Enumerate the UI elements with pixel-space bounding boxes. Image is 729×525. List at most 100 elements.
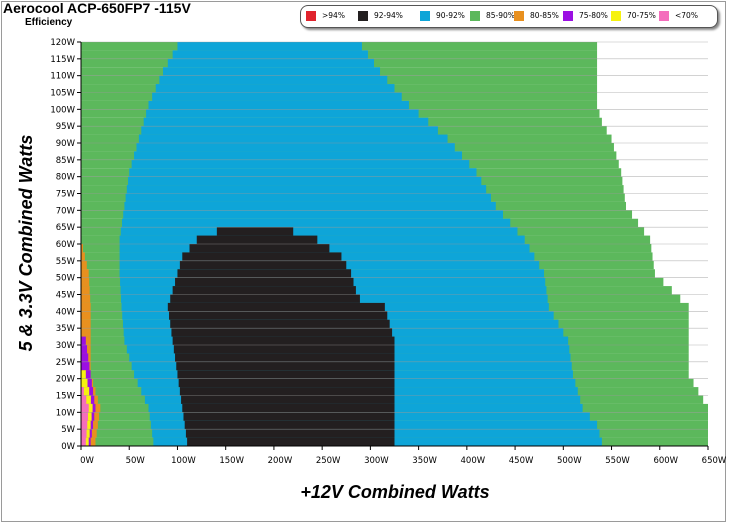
heatmap-cell <box>181 395 395 404</box>
heatmap-cell <box>170 319 390 329</box>
y-tick-label: 65W <box>56 223 76 233</box>
heatmap-cell <box>173 345 395 354</box>
heatmap-cell <box>185 429 395 438</box>
chart-title: Aerocool ACP-650FP7 -115V <box>3 0 191 16</box>
x-tick-label: 200W <box>268 456 293 466</box>
legend: >94% 92-94% 90-92% 85-90% 80-85% 75-80% 70-75%… <box>300 5 718 28</box>
y-axis-title: 5 & 3.3V Combined Watts <box>16 135 36 352</box>
heatmap-cell <box>176 361 395 371</box>
heatmap-cell <box>81 345 88 354</box>
heatmap-cell <box>81 286 90 295</box>
heatmap-cell <box>138 134 448 143</box>
x-tick-label: 0W <box>80 456 94 466</box>
legend-label: >94% <box>322 11 345 20</box>
legend-swatch <box>611 11 621 21</box>
x-tick-label: 300W <box>364 456 389 466</box>
heatmap-cell <box>81 311 91 320</box>
legend-label: 90-92% <box>436 11 465 20</box>
x-tick-label: 100W <box>171 456 196 466</box>
heatmap-cell <box>81 302 91 312</box>
heatmap-cell <box>179 387 395 396</box>
heatmap-cell <box>152 92 402 101</box>
heatmap-cell <box>182 403 395 413</box>
legend-swatch <box>420 11 430 21</box>
legend-label: <70% <box>675 11 698 20</box>
heatmap-cell <box>183 412 395 421</box>
heatmap-cell <box>81 412 88 421</box>
heatmap-cell <box>184 420 395 430</box>
heatmap-cell <box>167 58 375 68</box>
y-tick-label: 0W <box>61 442 75 452</box>
legend-label: 75-80% <box>579 11 608 20</box>
heatmap-cell <box>81 429 87 438</box>
y-tick-label: 15W <box>56 392 76 402</box>
y-tick-label: 40W <box>56 307 76 317</box>
y-tick-label: 10W <box>56 408 76 418</box>
heatmap-cell <box>177 42 362 51</box>
legend-label: 80-85% <box>530 11 559 20</box>
x-tick-label: 450W <box>509 456 534 466</box>
heatmap-cell <box>167 302 385 312</box>
heatmap-cell <box>136 143 455 152</box>
heatmap-cell <box>159 75 388 85</box>
legend-swatch <box>659 11 669 21</box>
heatmap-cell <box>81 420 88 430</box>
y-tick-label: 100W <box>50 105 75 115</box>
legend-swatch <box>306 11 316 21</box>
x-tick-label: 350W <box>412 456 437 466</box>
heatmap-cell <box>81 328 91 337</box>
y-tick-label: 105W <box>50 89 75 99</box>
x-axis-title: +12V Combined Watts <box>300 482 489 502</box>
heatmap-cell <box>216 227 294 236</box>
heatmap-cell <box>175 353 395 362</box>
x-tick-label: 50W <box>126 456 146 466</box>
heatmap-cell <box>81 378 88 388</box>
heatmap-cell <box>123 210 504 219</box>
heatmap-cell <box>81 403 89 413</box>
heatmap-cell <box>131 159 470 169</box>
heatmap-cell <box>170 294 360 303</box>
y-tick-label: 115W <box>50 55 75 65</box>
heatmap-cell <box>81 336 86 345</box>
y-tick-label: 70W <box>56 206 76 216</box>
heatmap-cell <box>162 67 381 76</box>
y-tick-label: 50W <box>56 274 76 284</box>
heatmap-cell <box>81 319 91 329</box>
heatmap-cell <box>81 361 90 371</box>
x-tick-label: 400W <box>461 456 486 466</box>
heatmap-cell <box>81 437 86 446</box>
legend-label: 92-94% <box>374 11 403 20</box>
x-tick-label: 250W <box>316 456 341 466</box>
y-tick-label: 25W <box>56 358 76 368</box>
heatmap-cell <box>179 260 347 270</box>
y-tick-label: 45W <box>56 291 76 301</box>
heatmap-cell <box>172 336 395 345</box>
heatmap-cell <box>172 286 356 295</box>
y-tick-label: 20W <box>56 375 76 385</box>
heatmap-cell <box>177 269 352 278</box>
heatmap-cell <box>134 151 463 160</box>
chart-subtitle: Efficiency <box>25 17 73 28</box>
legend-swatch <box>470 11 480 21</box>
y-tick-label: 90W <box>56 139 76 149</box>
heatmap-cell <box>121 218 511 228</box>
heatmap-cell <box>182 252 342 261</box>
legend-label: 70-75% <box>627 11 656 20</box>
heatmap-cell <box>171 328 393 337</box>
x-tick-label: 150W <box>219 456 244 466</box>
y-tick-label: 75W <box>56 190 76 200</box>
heatmap-cell <box>124 201 496 211</box>
heatmap-cell <box>155 84 395 93</box>
heatmap-cell <box>175 277 354 287</box>
heatmap-cell <box>172 50 368 59</box>
y-tick-label: 110W <box>50 72 75 82</box>
heatmap-cell <box>125 193 491 202</box>
heatmap-cell <box>119 235 525 244</box>
legend-swatch <box>358 11 368 21</box>
heatmap-cell <box>187 437 395 446</box>
heatmap-cell <box>143 117 429 127</box>
heatmap-cell <box>81 370 86 379</box>
heatmap-cell <box>81 395 87 404</box>
heatmap-cell <box>126 185 487 194</box>
